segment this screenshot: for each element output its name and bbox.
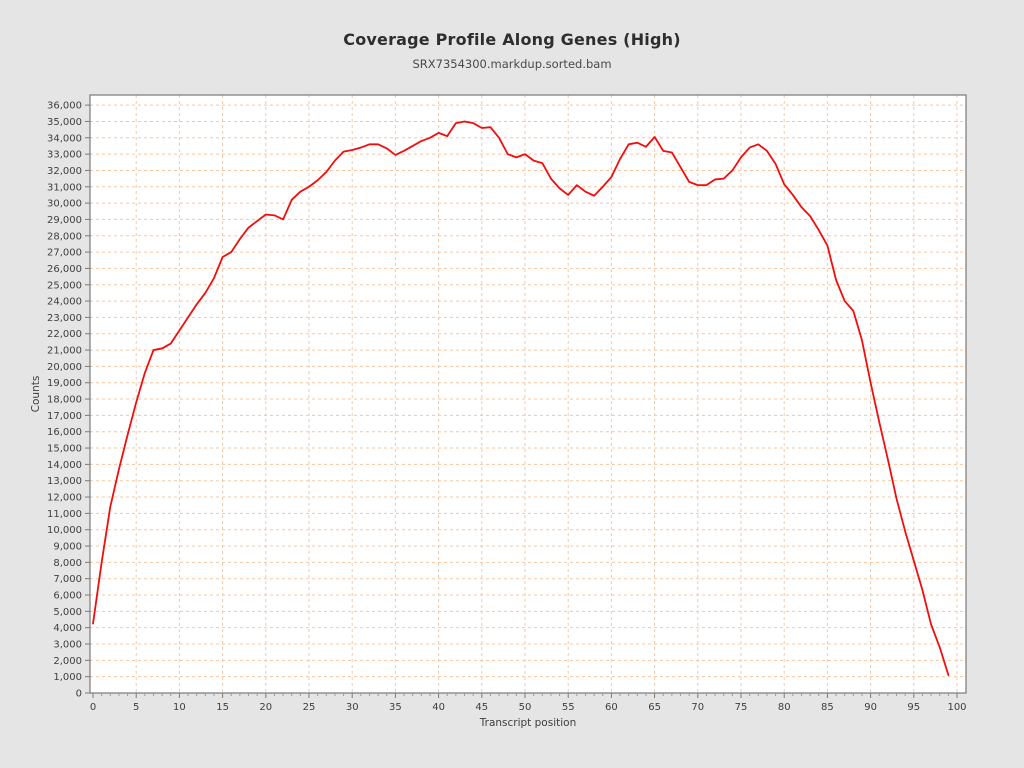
x-tick-label: 100 bbox=[947, 702, 966, 713]
x-tick-label: 80 bbox=[778, 702, 791, 713]
coverage-line bbox=[92, 120, 950, 676]
x-tick-label: 10 bbox=[173, 702, 186, 713]
y-tick-label: 8,000 bbox=[53, 558, 82, 569]
x-tick-label: 45 bbox=[475, 702, 488, 713]
x-tick-label: 15 bbox=[216, 702, 229, 713]
x-tick-label: 55 bbox=[562, 702, 575, 713]
y-tick-label: 5,000 bbox=[53, 607, 82, 618]
y-tick-label: 14,000 bbox=[47, 460, 82, 471]
x-tick-label: 25 bbox=[303, 702, 316, 713]
y-tick-label: 22,000 bbox=[47, 329, 82, 340]
x-tick-label: 65 bbox=[648, 702, 661, 713]
y-tick-label: 13,000 bbox=[47, 476, 82, 487]
y-tick-label: 29,000 bbox=[47, 215, 82, 226]
x-tick-label: 0 bbox=[90, 702, 96, 713]
y-tick-label: 34,000 bbox=[47, 133, 82, 144]
x-tick-label: 60 bbox=[605, 702, 618, 713]
y-tick-label: 7,000 bbox=[53, 574, 82, 585]
y-tick-label: 21,000 bbox=[47, 346, 82, 357]
y-tick-label: 25,000 bbox=[47, 280, 82, 291]
y-tick-label: 30,000 bbox=[47, 199, 82, 210]
y-tick-label: 31,000 bbox=[47, 182, 82, 193]
axis-frame bbox=[89, 94, 967, 694]
y-tick-label: 0 bbox=[76, 689, 82, 700]
chart-title: Coverage Profile Along Genes (High) bbox=[343, 30, 681, 49]
y-tick-label: 11,000 bbox=[47, 509, 82, 520]
x-tick-label: 40 bbox=[432, 702, 445, 713]
y-tick-label: 26,000 bbox=[47, 264, 82, 275]
plot-area bbox=[90, 95, 966, 693]
y-tick-label: 18,000 bbox=[47, 395, 82, 406]
x-tick-label: 70 bbox=[691, 702, 704, 713]
x-tick-label: 90 bbox=[864, 702, 877, 713]
y-tick-label: 6,000 bbox=[53, 591, 82, 602]
y-tick-label: 27,000 bbox=[47, 248, 82, 259]
y-tick-label: 3,000 bbox=[53, 640, 82, 651]
y-tick-label: 19,000 bbox=[47, 378, 82, 389]
y-tick-label: 15,000 bbox=[47, 444, 82, 455]
y-tick-label: 36,000 bbox=[47, 101, 82, 112]
y-tick-label: 2,000 bbox=[53, 656, 82, 667]
x-tick-label: 95 bbox=[907, 702, 920, 713]
y-tick-label: 10,000 bbox=[47, 525, 82, 536]
x-tick-label: 30 bbox=[346, 702, 359, 713]
y-tick-label: 23,000 bbox=[47, 313, 82, 324]
y-tick-label: 17,000 bbox=[47, 411, 82, 422]
y-tick-label: 35,000 bbox=[47, 117, 82, 128]
x-axis-label: Transcript position bbox=[479, 717, 577, 729]
y-tick-label: 12,000 bbox=[47, 493, 82, 504]
x-tick-label: 5 bbox=[133, 702, 139, 713]
y-axis-label: Counts bbox=[30, 375, 42, 413]
y-tick-label: 1,000 bbox=[53, 672, 82, 683]
chart-subtitle: SRX7354300.markdup.sorted.bam bbox=[412, 57, 612, 71]
y-tick-label: 16,000 bbox=[47, 427, 82, 438]
x-tick-label: 20 bbox=[259, 702, 272, 713]
y-tick-label: 20,000 bbox=[47, 362, 82, 373]
y-tick-label: 33,000 bbox=[47, 150, 82, 161]
y-tick-label: 4,000 bbox=[53, 623, 82, 634]
x-tick-label: 85 bbox=[821, 702, 834, 713]
y-tick-label: 24,000 bbox=[47, 297, 82, 308]
y-tick-label: 28,000 bbox=[47, 231, 82, 242]
y-tick-label: 9,000 bbox=[53, 542, 82, 553]
x-tick-label: 75 bbox=[735, 702, 748, 713]
y-tick-label: 32,000 bbox=[47, 166, 82, 177]
x-tick-label: 35 bbox=[389, 702, 402, 713]
x-tick-label: 50 bbox=[519, 702, 532, 713]
